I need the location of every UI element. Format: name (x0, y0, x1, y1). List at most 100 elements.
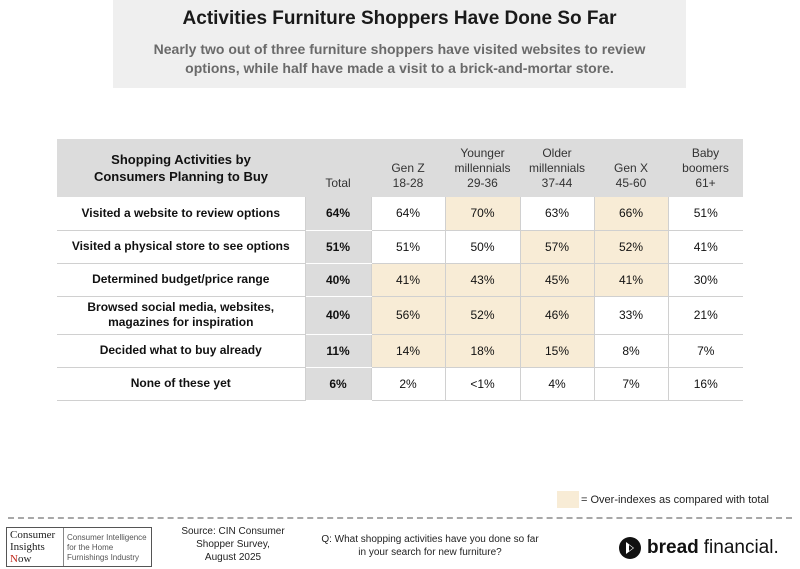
survey-question: Q: What shopping activities have you don… (320, 533, 540, 559)
cin-logo-tagline: Consumer Intelligence for the Home Furni… (63, 528, 151, 566)
row-label-line: Decided what to buy already (99, 343, 262, 357)
activities-table: Shopping Activities by Consumers Planning… (57, 139, 743, 401)
value-cell: 51% (371, 230, 446, 264)
logo-word-rest: ow (17, 553, 32, 565)
row-label-line: Determined budget/price range (92, 272, 270, 286)
value-cell: 7% (594, 367, 669, 401)
column-header-line: Gen X (613, 161, 649, 175)
question-line: Q: What shopping activities have you don… (321, 534, 539, 545)
column-header: Total (305, 139, 371, 197)
value-cell: 63% (520, 197, 595, 231)
value-cell: 46% (520, 296, 595, 335)
value-cell: 14% (371, 334, 446, 368)
value-cell: 45% (520, 263, 595, 297)
legend-label: = Over-indexes as compared with total (581, 493, 770, 506)
row-label-line: None of these yet (130, 376, 231, 390)
value-cell: 7% (668, 334, 743, 368)
row-label-line: magazines for inspiration (108, 315, 254, 329)
cin-logo: Consumer Insights Now Consumer Intellige… (6, 527, 152, 567)
value-cell: 2% (371, 367, 446, 401)
value-cell: 30% (668, 263, 743, 297)
column-header-line: 29-36 (467, 176, 498, 190)
column-header: Gen Z 18-28 (371, 139, 445, 197)
value-cell: 41% (371, 263, 446, 297)
logo-tagline-line: Consumer Intelligence (67, 533, 147, 542)
value-cell: 16% (668, 367, 743, 401)
table-header-row: Shopping Activities by Consumers Planning… (57, 139, 743, 197)
row-label: Visited a website to review options (57, 197, 306, 231)
column-header-line: 37-44 (541, 176, 573, 190)
row-header-label: Shopping Activities by Consumers Planning… (57, 139, 305, 197)
value-cell: 18% (445, 334, 521, 368)
source-line: Shopper Survey, (196, 539, 270, 550)
column-header-line: Total (325, 176, 351, 190)
total-cell: 64% (305, 197, 372, 231)
legend: = Over-indexes as compared with total (557, 491, 769, 508)
row-label: None of these yet (57, 367, 306, 401)
column-header-line: boomers (682, 161, 729, 175)
column-header-line: Gen Z (391, 161, 425, 175)
column-header-line: Younger (460, 146, 505, 160)
source-line: August 2025 (204, 552, 262, 563)
value-cell: 8% (594, 334, 669, 368)
column-header: Older millennials 37-44 (520, 139, 594, 197)
bread-financial-logo: bread financial. (619, 536, 779, 560)
value-cell: 56% (371, 296, 446, 335)
value-cell: 64% (371, 197, 446, 231)
value-cell: 41% (594, 263, 669, 297)
value-cell: 21% (668, 296, 743, 335)
logo-word-line: Consumer (10, 529, 56, 541)
page-title: Activities Furniture Shoppers Have Done … (182, 8, 617, 29)
value-cell: 43% (445, 263, 521, 297)
subtitle-line: Nearly two out of three furniture shoppe… (153, 41, 646, 57)
table-row: Browsed social media, websites, magazines… (57, 296, 743, 335)
total-cell: 40% (305, 296, 372, 335)
logo-word-line: Insights (10, 541, 45, 553)
column-header-line: 18-28 (392, 176, 424, 190)
bread-logo-icon (619, 537, 641, 559)
total-cell: 11% (305, 334, 372, 368)
row-label-line: Browsed social media, websites, (87, 300, 275, 314)
column-header-line: millennials (454, 161, 511, 175)
total-cell: 40% (305, 263, 372, 297)
table-body: Visited a website to review options 64% 64… (57, 197, 743, 401)
column-header-line: Baby (691, 146, 720, 160)
brand-name-bold: bread (647, 537, 699, 558)
value-cell: <1% (445, 367, 521, 401)
value-cell: 57% (520, 230, 595, 264)
footer-divider (8, 517, 792, 519)
total-cell: 6% (305, 367, 372, 401)
column-header-line: 61+ (695, 176, 716, 190)
page-subtitle: Nearly two out of three furniture shoppe… (113, 40, 686, 78)
value-cell: 33% (594, 296, 669, 335)
logo-tagline-line: for the Home (67, 543, 114, 552)
table-row: None of these yet 6% 2% <1% 4% 7% 16% (57, 367, 743, 401)
subtitle-line: options, while half have made a visit to… (185, 60, 614, 76)
value-cell: 70% (445, 197, 521, 231)
brand-name-light: financial. (703, 537, 779, 558)
legend-swatch (557, 491, 579, 508)
value-cell: 4% (520, 367, 595, 401)
column-header: Younger millennials 29-36 (445, 139, 520, 197)
value-cell: 50% (445, 230, 521, 264)
row-label-line: Visited a physical store to see options (71, 239, 290, 253)
value-cell: 15% (520, 334, 595, 368)
cin-logo-wordmark: Consumer Insights Now (7, 528, 63, 566)
row-label: Determined budget/price range (57, 263, 306, 297)
column-header-line: Older (542, 146, 572, 160)
source-note: Source: CIN Consumer Shopper Survey, Aug… (178, 525, 288, 564)
logo-letter-accent: N (10, 553, 18, 565)
question-line: in your search for new furniture? (358, 547, 502, 558)
row-label: Browsed social media, websites, magazines… (57, 296, 306, 335)
value-cell: 41% (668, 230, 743, 264)
column-header: Baby boomers 61+ (668, 139, 743, 197)
value-cell: 66% (594, 197, 669, 231)
table-row: Determined budget/price range 40% 41% 43% 45… (57, 263, 743, 297)
row-label: Visited a physical store to see options (57, 230, 306, 264)
column-header-line: millennials (528, 161, 586, 175)
row-header-line: Shopping Activities by (111, 152, 251, 167)
logo-tagline-line: Furnishings Industry (67, 553, 140, 562)
table-row: Decided what to buy already 11% 14% 18% 15% 8… (57, 334, 743, 368)
row-label-line: Visited a website to review options (81, 205, 281, 220)
row-header-line: Consumers Planning to Buy (93, 169, 269, 184)
